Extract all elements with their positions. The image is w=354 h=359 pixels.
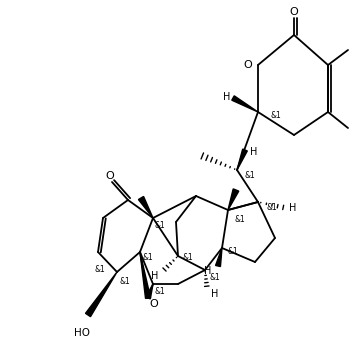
Text: &1: &1 xyxy=(155,222,165,230)
Text: HO: HO xyxy=(74,328,90,338)
Polygon shape xyxy=(140,252,150,298)
Polygon shape xyxy=(86,272,117,317)
Text: H: H xyxy=(204,266,212,276)
Text: &1: &1 xyxy=(245,171,255,180)
Polygon shape xyxy=(228,189,239,210)
Text: H: H xyxy=(289,203,297,213)
Polygon shape xyxy=(145,284,153,299)
Text: &1: &1 xyxy=(183,253,193,262)
Polygon shape xyxy=(138,196,153,218)
Text: &1: &1 xyxy=(120,278,130,286)
Text: H: H xyxy=(211,289,219,299)
Text: &1: &1 xyxy=(155,288,165,297)
Text: &1: &1 xyxy=(270,112,281,121)
Text: H: H xyxy=(151,271,159,281)
Text: &1: &1 xyxy=(95,266,105,275)
Text: &1: &1 xyxy=(210,274,221,283)
Polygon shape xyxy=(216,248,222,266)
Polygon shape xyxy=(237,149,247,170)
Text: &1: &1 xyxy=(235,215,245,224)
Text: O: O xyxy=(105,171,114,181)
Text: H: H xyxy=(250,147,258,157)
Polygon shape xyxy=(232,96,258,112)
Text: O: O xyxy=(290,7,298,17)
Text: &1: &1 xyxy=(228,247,238,256)
Text: &1: &1 xyxy=(143,253,153,262)
Text: H: H xyxy=(223,92,231,102)
Text: &1: &1 xyxy=(267,204,278,213)
Text: O: O xyxy=(150,299,158,309)
Text: O: O xyxy=(244,60,252,70)
